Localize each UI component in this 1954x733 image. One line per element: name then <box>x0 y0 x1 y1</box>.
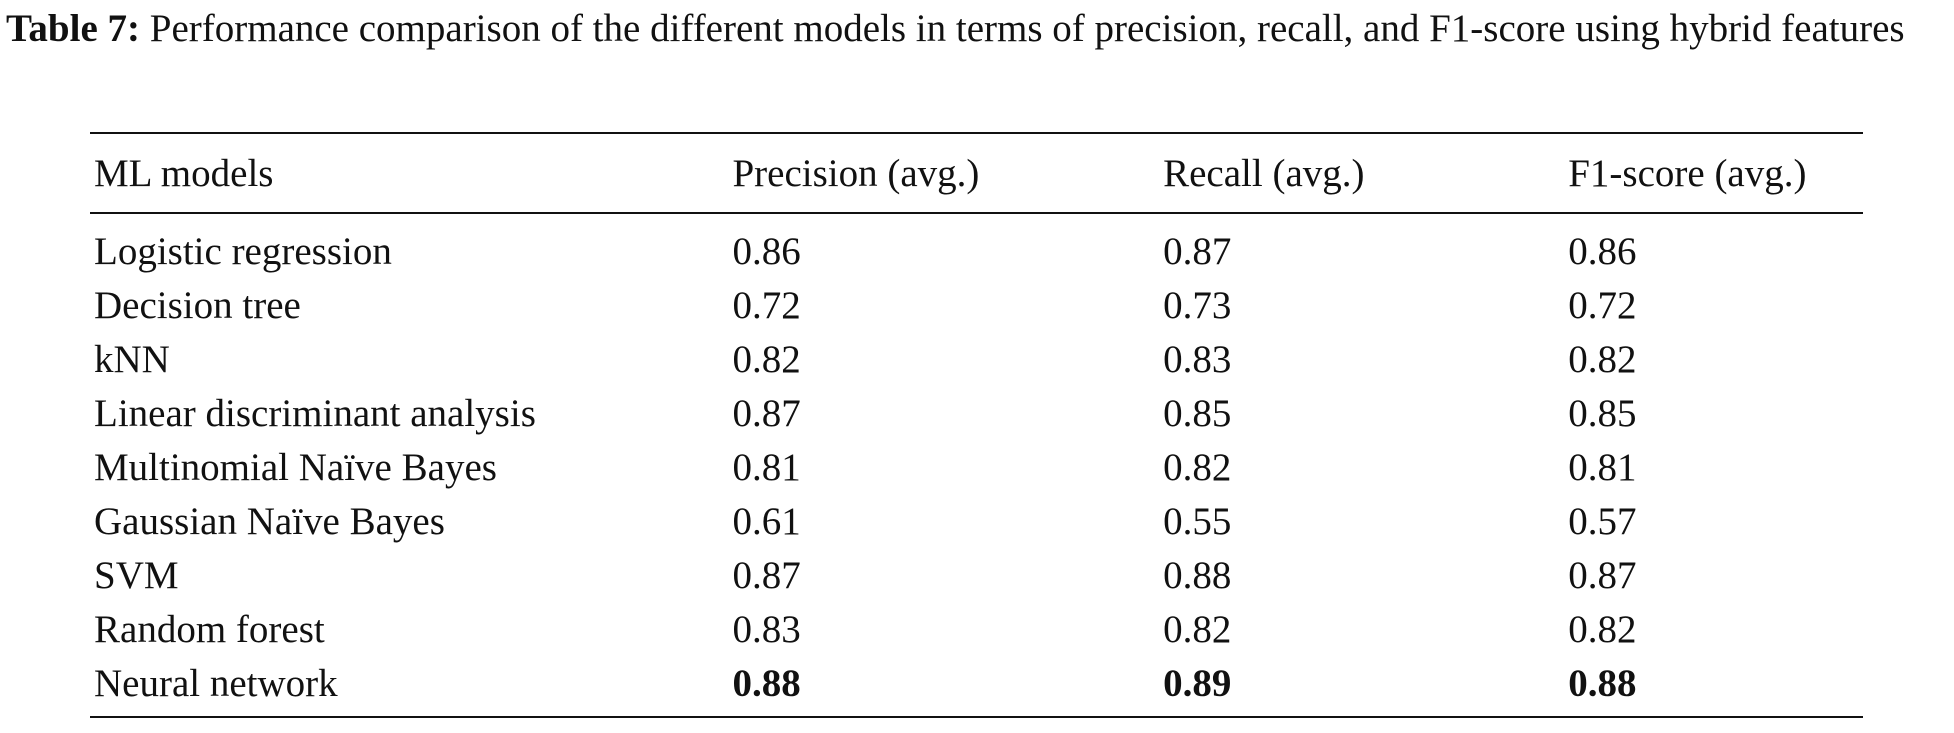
cell-f1-score: 0.81 <box>1568 445 1637 489</box>
table-body: Logistic regression 0.86 0.87 0.86 Decision … <box>90 213 1863 717</box>
cell-precision: 0.72 <box>732 283 801 327</box>
cell-precision: 0.88 <box>732 661 801 705</box>
table-row: Neural network 0.88 0.89 0.88 <box>90 656 1863 717</box>
cell-recall: 0.83 <box>1163 337 1232 381</box>
cell-recall: 0.87 <box>1163 229 1232 273</box>
cell-model: Multinomial Naïve Bayes <box>94 445 497 489</box>
cell-precision: 0.81 <box>732 445 801 489</box>
cell-recall: 0.82 <box>1163 607 1232 651</box>
header-f1-score: F1-score (avg.) <box>1568 151 1807 195</box>
cell-recall: 0.55 <box>1163 499 1232 543</box>
cell-precision: 0.86 <box>732 229 801 273</box>
header-precision: Precision (avg.) <box>732 151 980 195</box>
cell-f1-score: 0.57 <box>1568 499 1637 543</box>
cell-f1-score: 0.82 <box>1568 607 1637 651</box>
cell-f1-score: 0.86 <box>1568 229 1637 273</box>
results-table-container: ML models Precision (avg.) Recall (avg.)… <box>90 132 1863 718</box>
cell-model: Gaussian Naïve Bayes <box>94 499 445 543</box>
cell-recall: 0.88 <box>1163 553 1232 597</box>
header-ml-models: ML models <box>94 151 274 195</box>
cell-model: kNN <box>94 337 170 381</box>
table-row: kNN 0.82 0.83 0.82 <box>90 332 1863 386</box>
cell-recall: 0.89 <box>1163 661 1232 705</box>
cell-recall: 0.82 <box>1163 445 1232 489</box>
header-recall: Recall (avg.) <box>1163 151 1365 195</box>
caption-label: Table 7: <box>6 7 141 50</box>
table-row: Linear discriminant analysis 0.87 0.85 0.85 <box>90 386 1863 440</box>
cell-precision: 0.87 <box>732 553 801 597</box>
table-row: SVM 0.87 0.88 0.87 <box>90 548 1863 602</box>
caption-text: Performance comparison of the different … <box>140 7 1905 50</box>
table-row: Multinomial Naïve Bayes 0.81 0.82 0.81 <box>90 440 1863 494</box>
results-table: ML models Precision (avg.) Recall (avg.)… <box>90 132 1863 718</box>
table-row: Random forest 0.83 0.82 0.82 <box>90 602 1863 656</box>
table-row: Gaussian Naïve Bayes 0.61 0.55 0.57 <box>90 494 1863 548</box>
header-row: ML models Precision (avg.) Recall (avg.)… <box>90 133 1863 213</box>
cell-f1-score: 0.88 <box>1568 661 1637 705</box>
cell-precision: 0.83 <box>732 607 801 651</box>
cell-precision: 0.87 <box>732 391 801 435</box>
cell-model: SVM <box>94 553 179 597</box>
cell-precision: 0.82 <box>732 337 801 381</box>
cell-f1-score: 0.85 <box>1568 391 1637 435</box>
table-row: Decision tree 0.72 0.73 0.72 <box>90 278 1863 332</box>
cell-f1-score: 0.87 <box>1568 553 1637 597</box>
table-caption: Table 7: Performance comparison of the d… <box>6 4 1946 54</box>
cell-model: Neural network <box>94 661 338 705</box>
cell-model: Logistic regression <box>94 229 392 273</box>
cell-model: Random forest <box>94 607 325 651</box>
cell-model: Decision tree <box>94 283 301 327</box>
cell-recall: 0.85 <box>1163 391 1232 435</box>
cell-f1-score: 0.82 <box>1568 337 1637 381</box>
cell-precision: 0.61 <box>732 499 801 543</box>
table-row: Logistic regression 0.86 0.87 0.86 <box>90 213 1863 278</box>
cell-f1-score: 0.72 <box>1568 283 1637 327</box>
cell-recall: 0.73 <box>1163 283 1232 327</box>
cell-model: Linear discriminant analysis <box>94 391 536 435</box>
table-header: ML models Precision (avg.) Recall (avg.)… <box>90 133 1863 213</box>
